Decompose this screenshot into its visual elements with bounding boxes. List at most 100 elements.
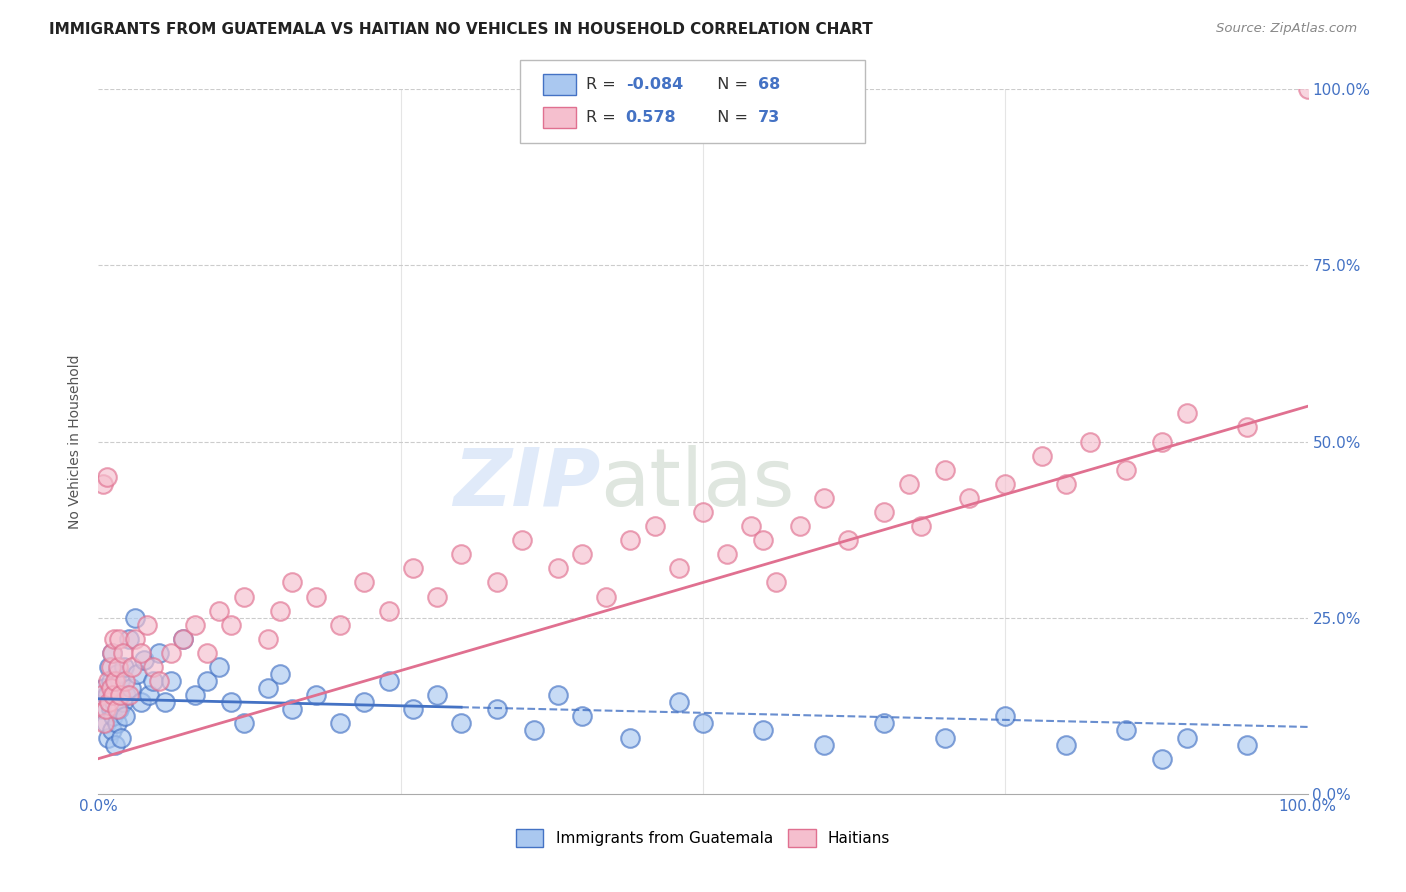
Point [100, 646, 122, 660]
Point [873, 716, 896, 731]
Point [124, 632, 146, 646]
Point [172, 632, 194, 646]
Point [100, 702, 122, 716]
Point [692, 716, 714, 731]
Point [377, 674, 399, 689]
Point [897, 476, 920, 491]
Point [1296, 82, 1319, 96]
Point [100, 646, 122, 660]
Point [571, 547, 593, 561]
Point [118, 632, 141, 646]
Point [153, 695, 176, 709]
Text: R =: R = [586, 78, 621, 92]
Point [740, 519, 762, 533]
Point [329, 716, 352, 731]
Point [994, 476, 1017, 491]
Point [108, 674, 131, 689]
Point [1031, 449, 1053, 463]
Point [96, 688, 118, 702]
Point [142, 674, 165, 689]
Point [232, 716, 254, 731]
Point [127, 667, 149, 681]
Point [1078, 434, 1101, 449]
Point [305, 688, 328, 702]
Point [134, 653, 156, 667]
Point [103, 681, 125, 696]
Point [108, 688, 131, 702]
Point [910, 519, 932, 533]
Point [221, 695, 243, 709]
Point [208, 660, 231, 674]
Point [103, 632, 125, 646]
Point [1236, 738, 1258, 752]
Point [100, 681, 122, 696]
Point [934, 463, 956, 477]
Point [813, 738, 835, 752]
Point [108, 702, 131, 716]
Point [94, 716, 117, 731]
Point [101, 688, 124, 702]
Point [91, 476, 114, 491]
Point [486, 575, 509, 590]
Point [994, 709, 1017, 723]
Point [426, 590, 449, 604]
Point [402, 561, 425, 575]
Point [221, 617, 243, 632]
Text: 68: 68 [758, 78, 780, 92]
Point [208, 604, 231, 618]
Point [100, 674, 122, 689]
Point [1152, 751, 1174, 765]
Point [668, 561, 690, 575]
Point [91, 702, 114, 716]
Point [402, 702, 425, 716]
Point [547, 561, 569, 575]
Point [752, 533, 775, 548]
Point [1115, 463, 1137, 477]
Point [1115, 723, 1137, 738]
Point [93, 716, 115, 731]
Point [765, 575, 787, 590]
Point [789, 519, 811, 533]
Text: ZIP: ZIP [453, 445, 600, 523]
Point [111, 695, 134, 709]
Point [1175, 731, 1198, 745]
Point [256, 632, 278, 646]
Text: -0.084: -0.084 [626, 78, 683, 92]
Point [98, 660, 121, 674]
Point [129, 646, 152, 660]
Point [450, 547, 472, 561]
Point [100, 723, 122, 738]
Point [619, 533, 641, 548]
Point [184, 617, 207, 632]
Point [105, 667, 128, 681]
Point [377, 604, 399, 618]
Point [105, 716, 128, 731]
Point [107, 660, 129, 674]
Point [172, 632, 194, 646]
Point [426, 688, 449, 702]
Point [184, 688, 207, 702]
Point [108, 632, 131, 646]
Point [148, 674, 170, 689]
Point [547, 688, 569, 702]
Point [114, 709, 136, 723]
Point [98, 695, 121, 709]
Point [450, 716, 472, 731]
Point [105, 702, 128, 716]
Point [644, 519, 666, 533]
Point [523, 723, 546, 738]
Point [107, 688, 129, 702]
Point [94, 702, 117, 716]
Text: R =: R = [586, 111, 626, 125]
Point [135, 617, 157, 632]
Point [305, 590, 328, 604]
Point [353, 575, 375, 590]
Point [353, 695, 375, 709]
Point [957, 491, 980, 505]
Point [112, 660, 135, 674]
Text: IMMIGRANTS FROM GUATEMALA VS HAITIAN NO VEHICLES IN HOUSEHOLD CORRELATION CHART: IMMIGRANTS FROM GUATEMALA VS HAITIAN NO … [49, 22, 873, 37]
Point [256, 681, 278, 696]
Point [120, 681, 142, 696]
Point [1054, 476, 1077, 491]
Point [1152, 434, 1174, 449]
